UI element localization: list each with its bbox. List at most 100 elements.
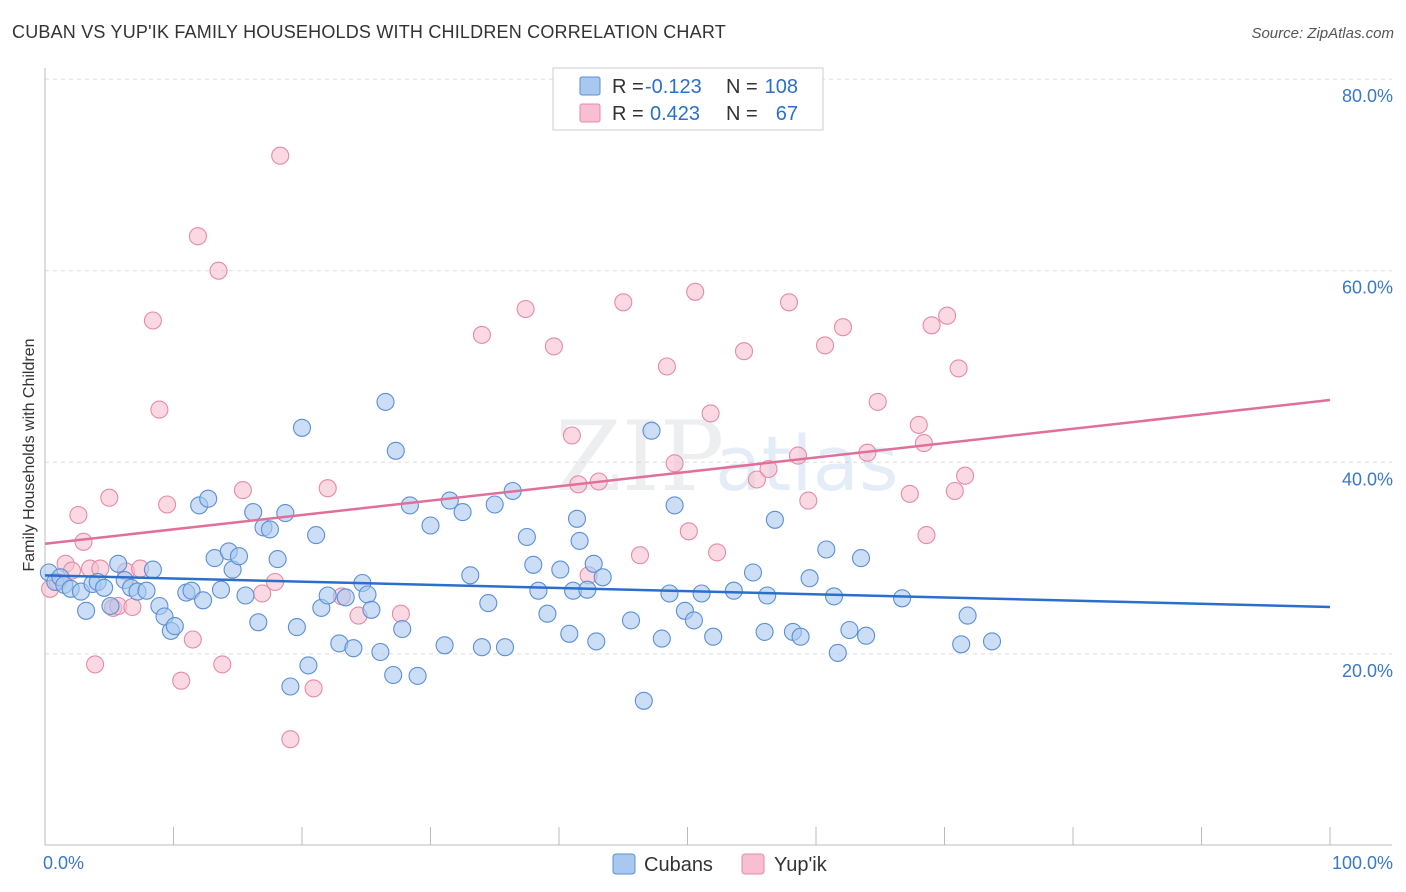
yupik-point[interactable] xyxy=(868,392,887,411)
yupik-point[interactable] xyxy=(74,532,93,551)
cuban-point[interactable] xyxy=(362,600,381,619)
legend-swatch-cubans[interactable] xyxy=(612,853,636,875)
yupik-point[interactable] xyxy=(172,671,191,690)
cuban-point[interactable] xyxy=(358,585,377,604)
cuban-point[interactable] xyxy=(182,581,201,600)
yupik-point[interactable] xyxy=(779,293,799,312)
cuban-point[interactable] xyxy=(299,656,318,675)
yupik-point[interactable] xyxy=(956,466,975,485)
cuban-point[interactable] xyxy=(376,392,395,411)
cuban-point[interactable] xyxy=(952,635,971,654)
yupik-point[interactable] xyxy=(679,522,698,541)
cuban-point[interactable] xyxy=(281,677,300,696)
yupik-point[interactable] xyxy=(922,316,941,335)
cuban-point[interactable] xyxy=(287,618,306,637)
cuban-point[interactable] xyxy=(517,527,536,547)
yupik-point[interactable] xyxy=(614,293,633,312)
cuban-point[interactable] xyxy=(435,636,454,655)
yupik-point[interactable] xyxy=(630,546,650,565)
cuban-point[interactable] xyxy=(538,604,557,623)
cuban-point[interactable] xyxy=(400,496,419,515)
yupik-point[interactable] xyxy=(69,505,88,525)
yupik-point[interactable] xyxy=(304,679,323,698)
cuban-point[interactable] xyxy=(529,581,548,600)
cuban-point[interactable] xyxy=(292,418,312,437)
yupik-point[interactable] xyxy=(945,481,964,501)
yupik-point[interactable] xyxy=(562,426,581,445)
cuban-point[interactable] xyxy=(893,589,912,608)
cuban-point[interactable] xyxy=(584,554,603,573)
cuban-point[interactable] xyxy=(851,549,871,568)
yupik-point[interactable] xyxy=(708,543,727,562)
yupik-point[interactable] xyxy=(271,146,290,165)
yupik-point[interactable] xyxy=(909,415,928,434)
cuban-point[interactable] xyxy=(386,441,405,460)
yupik-point[interactable] xyxy=(158,495,177,514)
cuban-point[interactable] xyxy=(758,586,777,605)
yupik-point[interactable] xyxy=(900,484,919,503)
cuban-point[interactable] xyxy=(570,531,589,550)
cuban-point[interactable] xyxy=(95,578,114,597)
cuban-point[interactable] xyxy=(109,554,128,573)
cuban-point[interactable] xyxy=(634,691,653,710)
yupik-point[interactable] xyxy=(833,318,853,337)
yupik-point[interactable] xyxy=(188,227,207,246)
cuban-point[interactable] xyxy=(800,569,819,588)
cuban-point[interactable] xyxy=(336,588,355,607)
yupik-point[interactable] xyxy=(472,325,491,344)
yupik-point[interactable] xyxy=(391,604,410,623)
cuban-point[interactable] xyxy=(665,496,684,515)
cuban-point[interactable] xyxy=(857,626,876,645)
yupik-point[interactable] xyxy=(100,488,119,507)
yupik-point[interactable] xyxy=(86,655,105,674)
cuban-point[interactable] xyxy=(593,568,612,587)
cuban-point[interactable] xyxy=(77,601,96,620)
cuban-point[interactable] xyxy=(817,540,836,559)
yupik-point[interactable] xyxy=(516,299,535,319)
cuban-point[interactable] xyxy=(743,563,763,582)
cuban-point[interactable] xyxy=(560,624,579,643)
cuban-point[interactable] xyxy=(408,666,427,685)
cuban-point[interactable] xyxy=(791,627,810,646)
legend-swatch-yupik[interactable] xyxy=(741,853,765,875)
yupik-point[interactable] xyxy=(788,446,808,465)
legend-label-yupik[interactable]: Yup'ik xyxy=(774,854,828,876)
legend-label-cubans[interactable]: Cubans xyxy=(644,854,713,876)
cuban-point[interactable] xyxy=(587,632,606,651)
cuban-point[interactable] xyxy=(524,555,543,574)
yupik-point[interactable] xyxy=(747,470,766,489)
yupik-point[interactable] xyxy=(281,730,300,749)
yupik-point[interactable] xyxy=(213,655,232,674)
cuban-point[interactable] xyxy=(495,638,515,657)
cuban-point[interactable] xyxy=(101,596,120,616)
cuban-point[interactable] xyxy=(318,586,337,605)
yupik-point[interactable] xyxy=(759,459,778,479)
cuban-point[interactable] xyxy=(660,584,679,603)
cuban-point[interactable] xyxy=(393,619,412,639)
cuban-point[interactable] xyxy=(453,503,472,522)
cuban-point[interactable] xyxy=(137,581,156,600)
yupik-point[interactable] xyxy=(734,342,754,361)
cuban-point[interactable] xyxy=(692,584,711,603)
cuban-point[interactable] xyxy=(143,560,162,579)
yupik-point[interactable] xyxy=(949,359,968,378)
cuban-point[interactable] xyxy=(551,560,570,579)
yupik-point[interactable] xyxy=(209,261,228,280)
cuban-point[interactable] xyxy=(724,581,743,600)
cuban-point[interactable] xyxy=(485,495,504,514)
cuban-point[interactable] xyxy=(958,606,977,625)
yupik-point[interactable] xyxy=(701,404,720,423)
yupik-point[interactable] xyxy=(544,337,563,356)
cuban-point[interactable] xyxy=(229,547,249,566)
yupik-point[interactable] xyxy=(938,306,957,325)
cuban-point[interactable] xyxy=(652,629,671,648)
cuban-point[interactable] xyxy=(461,566,480,585)
yupik-point[interactable] xyxy=(183,630,202,649)
cuban-point[interactable] xyxy=(268,550,287,569)
yupik-point[interactable] xyxy=(143,311,162,330)
cuban-point[interactable] xyxy=(684,611,703,630)
yupik-point[interactable] xyxy=(123,597,142,617)
yupik-point[interactable] xyxy=(686,282,705,301)
cuban-point[interactable] xyxy=(344,639,363,658)
cuban-point[interactable] xyxy=(276,504,295,523)
